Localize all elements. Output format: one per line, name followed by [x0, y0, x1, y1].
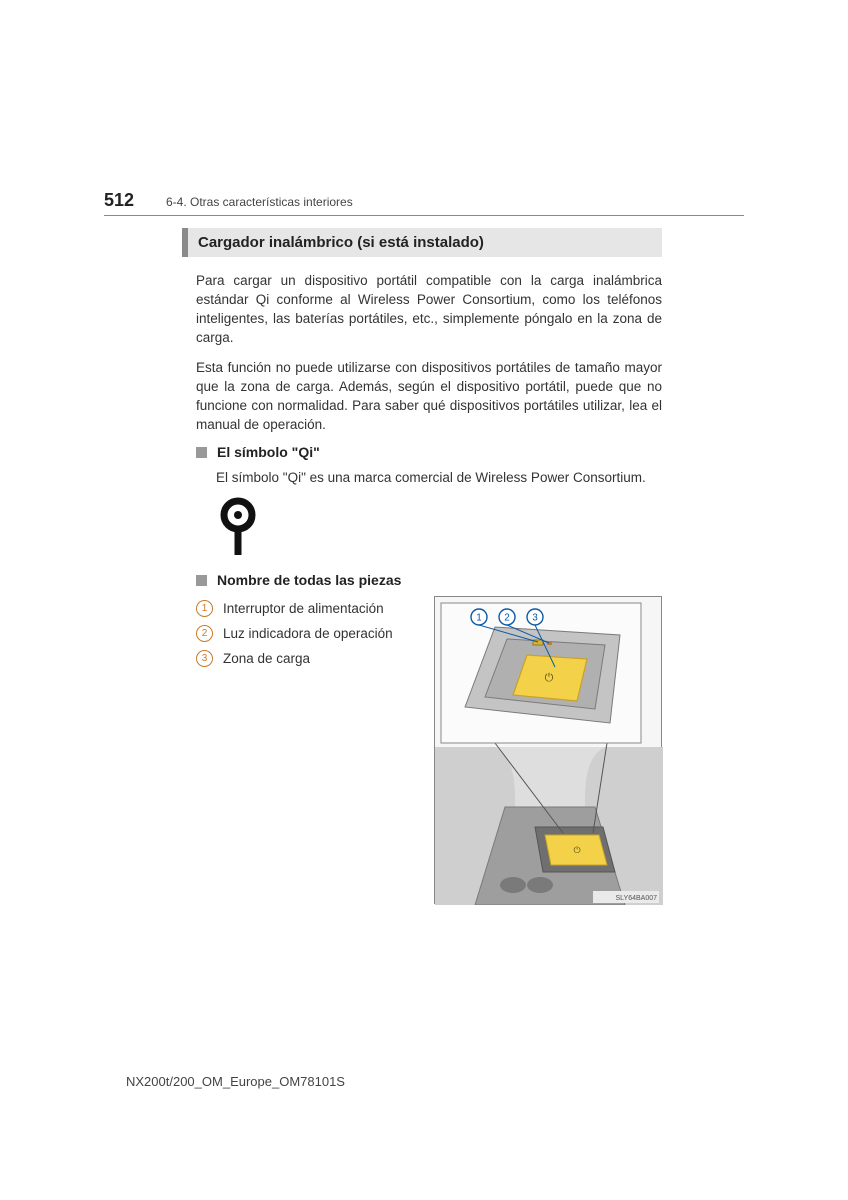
section-title: Cargador inalámbrico (si está instalado): [182, 228, 662, 257]
parts-diagram: ⏻ ⏻ 1: [434, 596, 662, 904]
svg-text:SLY64BA007: SLY64BA007: [615, 895, 657, 902]
paragraph-2: Esta función no puede utilizarse con dis…: [196, 358, 662, 435]
document-footer: NX200t/200_OM_Europe_OM78101S: [126, 1074, 345, 1089]
bullet-square-icon: [196, 575, 207, 586]
svg-text:⏻: ⏻: [573, 845, 580, 855]
svg-text:1: 1: [476, 613, 482, 624]
number-badge: 3: [196, 650, 213, 667]
list-item: 3 Zona de carga: [196, 650, 416, 667]
part-label: Interruptor de alimentación: [223, 601, 384, 616]
qi-logo-icon: [216, 497, 744, 562]
list-item: 1 Interruptor de alimentación: [196, 600, 416, 617]
subheading-parts-label: Nombre de todas las piezas: [217, 572, 401, 588]
subheading-parts: Nombre de todas las piezas: [196, 572, 744, 588]
section-breadcrumb: 6-4. Otras características interiores: [166, 195, 353, 209]
page-header: 512 6-4. Otras características interiore…: [104, 190, 744, 216]
qi-description: El símbolo "Qi" es una marca comercial d…: [216, 468, 662, 487]
bullet-square-icon: [196, 447, 207, 458]
paragraph-1: Para cargar un dispositivo portátil comp…: [196, 271, 662, 348]
parts-list: 1 Interruptor de alimentación 2 Luz indi…: [196, 596, 416, 675]
list-item: 2 Luz indicadora de operación: [196, 625, 416, 642]
part-label: Zona de carga: [223, 651, 310, 666]
page-number: 512: [104, 190, 166, 211]
number-badge: 1: [196, 600, 213, 617]
svg-text:3: 3: [532, 613, 538, 624]
subheading-qi-symbol: El símbolo "Qi": [196, 444, 744, 460]
svg-text:2: 2: [504, 613, 510, 624]
svg-text:⏻: ⏻: [545, 672, 554, 684]
subheading-qi-symbol-label: El símbolo "Qi": [217, 444, 320, 460]
number-badge: 2: [196, 625, 213, 642]
part-label: Luz indicadora de operación: [223, 626, 393, 641]
